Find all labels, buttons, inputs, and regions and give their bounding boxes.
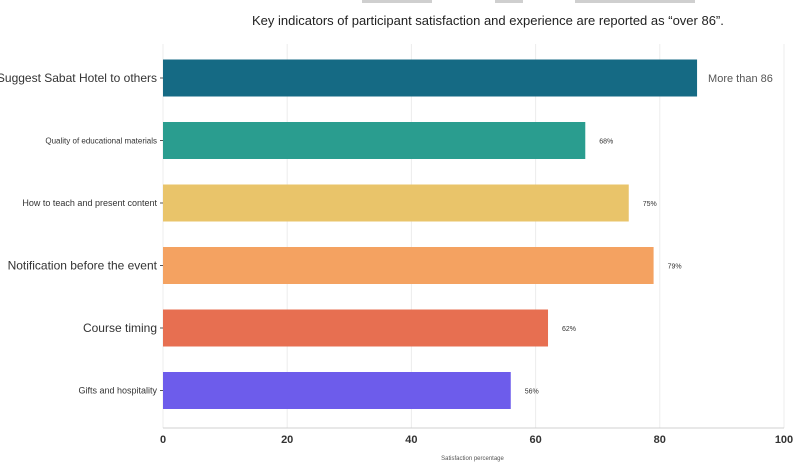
data-label: More than 86	[708, 73, 773, 85]
data-label: 79%	[668, 264, 682, 271]
x-tick-label: 20	[281, 434, 293, 446]
bar	[163, 122, 586, 159]
x-tick-label: 0	[160, 434, 166, 446]
y-tick-label: Quality of educational materials	[45, 136, 157, 145]
y-tick-label: How to teach and present content	[22, 198, 157, 208]
title-remnant-3	[575, 0, 695, 3]
data-label: 75%	[643, 201, 657, 208]
chart-subtitle: Key indicators of participant satisfacti…	[252, 13, 724, 28]
y-tick-label: Suggest Sabat Hotel to others	[0, 71, 157, 85]
data-label: 68%	[599, 139, 613, 146]
y-tick-label: Course timing	[83, 321, 157, 335]
bar	[163, 59, 698, 97]
x-axis-label: Satisfaction percentage	[441, 456, 504, 462]
x-tick-label: 80	[654, 434, 666, 446]
title-remnant-1	[362, 0, 432, 3]
x-tick-label: 60	[529, 434, 541, 446]
bar	[163, 372, 511, 409]
x-tick-label: 100	[775, 434, 793, 446]
data-label: 62%	[562, 326, 576, 333]
bar	[163, 247, 654, 284]
bar	[163, 184, 629, 222]
x-tick-label: 40	[405, 434, 417, 446]
title-remnant-2	[495, 0, 523, 3]
y-tick-label: Notification before the event	[8, 259, 158, 273]
y-tick-label: Gifts and hospitality	[78, 386, 157, 396]
data-label: 56%	[525, 389, 539, 396]
bar	[163, 309, 549, 347]
